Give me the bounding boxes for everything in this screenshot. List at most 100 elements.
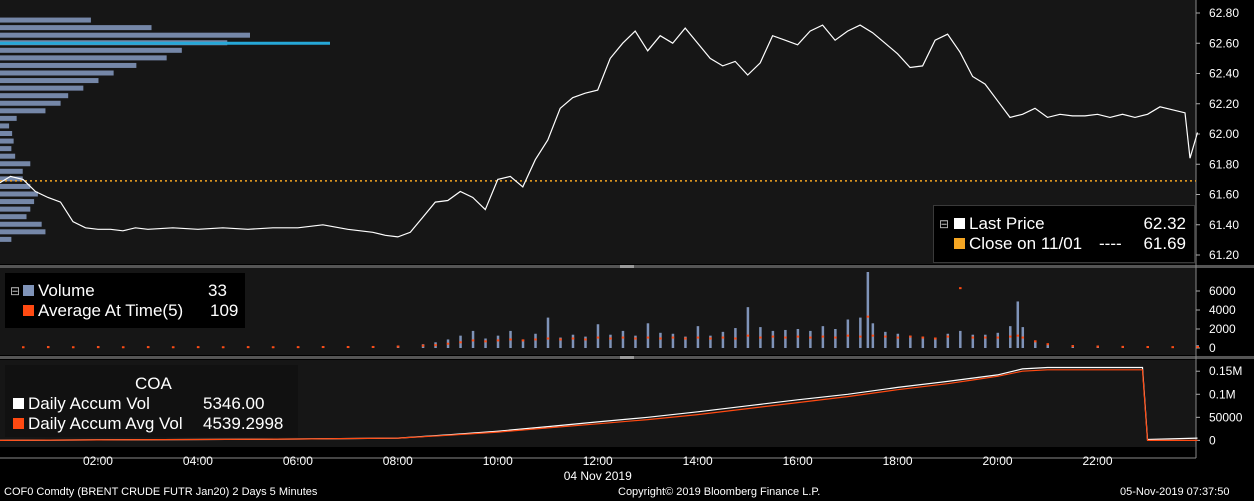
profile-bar (0, 138, 14, 144)
avg-dot (584, 338, 587, 341)
volume-bar (859, 317, 862, 348)
avg-dot (621, 336, 625, 339)
avg-swatch (23, 305, 34, 316)
avg-dot (846, 334, 850, 337)
x-tick-label: 08:00 (383, 454, 413, 468)
avg-dot (909, 335, 912, 338)
x-tick-label: 14:00 (683, 454, 713, 468)
avg-dot (871, 334, 875, 337)
volume-bar (771, 330, 775, 348)
close-dashes: ---- (1099, 234, 1122, 253)
volume-bar (609, 334, 612, 348)
price-ytick-label: 61.20 (1209, 248, 1239, 262)
volume-bar (671, 333, 675, 348)
volume-tree-icon[interactable]: ⊟ (10, 284, 21, 298)
avg-dot (96, 346, 100, 349)
avg-dot (546, 337, 550, 340)
profile-bar (0, 47, 182, 53)
accum-legend: COA Daily Accum Vol 5346.00 Daily Accum … (5, 365, 298, 437)
x-tick-label: 20:00 (983, 454, 1013, 468)
volume-bar (484, 338, 487, 348)
accum-avg-swatch (13, 418, 24, 429)
avg-dot (434, 344, 437, 347)
accum-ytick-label: 0 (1209, 433, 1216, 447)
avg-dot (684, 337, 687, 340)
avg-dot (1034, 340, 1037, 343)
separator-handle (620, 265, 634, 268)
footer-timestamp: 05-Nov-2019 07:37:50 (1120, 486, 1230, 498)
avg-dot (1071, 345, 1075, 348)
volume-ytick-label: 0 (1209, 341, 1216, 355)
legend-tree-icon[interactable]: ⊟ (939, 217, 950, 231)
avg-dot (371, 345, 375, 348)
last-price-label: Last Price (969, 214, 1045, 233)
x-tick-label: 18:00 (883, 454, 913, 468)
profile-bar (0, 123, 10, 129)
avg-dot (659, 337, 662, 340)
profile-bar (0, 17, 91, 23)
avg-dot (821, 335, 825, 338)
volume-bar (621, 330, 625, 348)
volume-bar (659, 332, 662, 348)
avg-dot (1096, 345, 1100, 348)
profile-bar (0, 183, 31, 189)
volume-bar (559, 337, 562, 348)
x-tick-label: 16:00 (783, 454, 813, 468)
avg-dot (321, 346, 325, 349)
profile-highlight-bar (0, 41, 330, 45)
avg-dot (21, 346, 25, 349)
volume-bar (746, 307, 750, 348)
avg-dot (709, 337, 712, 340)
volume-bar (946, 333, 950, 348)
profile-bar (0, 131, 13, 136)
avg-dot (759, 336, 762, 339)
volume-swatch (23, 285, 34, 296)
avg-dot (71, 346, 75, 349)
avg-dot (271, 346, 275, 349)
avg-value: 109 (210, 301, 239, 320)
volume-bar (984, 334, 987, 348)
avg-dot (246, 346, 250, 349)
avg-dot (571, 337, 575, 340)
avg-dot (496, 339, 500, 342)
price-ytick-label: 61.80 (1209, 157, 1239, 171)
avg-dot (396, 345, 400, 348)
avg-dot (796, 335, 800, 338)
volume-bar (546, 317, 550, 348)
accum-vol-value: 5346.00 (203, 394, 265, 413)
avg-dot (959, 287, 962, 290)
price-ytick-label: 62.60 (1209, 36, 1239, 50)
avg-dot (984, 336, 987, 339)
avg-dot (771, 335, 775, 338)
avg-dot (1021, 336, 1025, 339)
volume-label: Volume (38, 281, 95, 300)
price-ytick-label: 62.20 (1209, 97, 1239, 111)
volume-bar (571, 334, 575, 348)
volume-bar (684, 336, 687, 348)
close-value: 61.69 (1143, 234, 1186, 253)
volume-bar (534, 333, 537, 348)
accum-line (0, 369, 1198, 441)
close-swatch (954, 238, 965, 249)
price-ytick-label: 62.80 (1209, 6, 1239, 20)
last-price-swatch (954, 218, 965, 229)
avg-dot (784, 336, 787, 339)
profile-bar (0, 146, 12, 152)
avg-dot (634, 337, 637, 340)
avg-dot (1146, 346, 1149, 349)
price-ytick-label: 61.60 (1209, 188, 1239, 202)
avg-dot (921, 336, 925, 339)
avg-dot (346, 346, 350, 349)
volume-bar (884, 331, 887, 348)
accum-vol-swatch (13, 398, 24, 409)
avg-dot (646, 336, 650, 339)
price-ytick-label: 61.40 (1209, 218, 1239, 232)
avg-dot (934, 337, 937, 340)
volume-bar (921, 336, 925, 348)
x-tick-label: 02:00 (83, 454, 113, 468)
avg-dot (459, 341, 462, 344)
profile-bar (0, 221, 42, 227)
separator-handle (620, 356, 634, 359)
profile-bar (0, 199, 35, 205)
profile-bar (0, 85, 84, 91)
